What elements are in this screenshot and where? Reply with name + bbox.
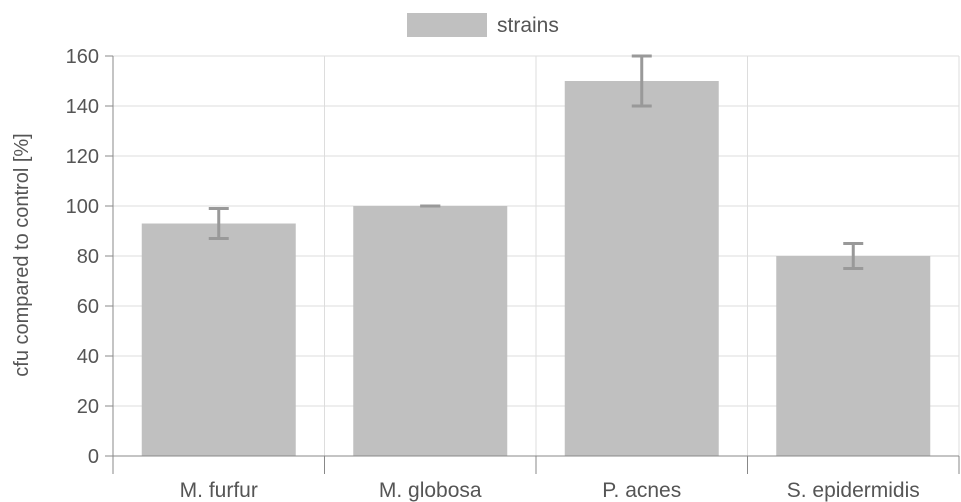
bar[interactable] [564, 81, 719, 456]
bars [141, 81, 931, 457]
y-tick-label: 40 [77, 346, 99, 368]
y-tick-label: 160 [66, 46, 99, 68]
error-bars [208, 54, 864, 270]
x-category-label: S. epidermidis [787, 479, 920, 502]
bar[interactable] [141, 223, 296, 457]
y-axis-title: cfu compared to control [%] [11, 133, 33, 376]
y-tick-label: 0 [88, 446, 99, 468]
y-tick-label: 80 [77, 246, 99, 268]
x-category-label: M. furfur [180, 479, 258, 502]
y-tick-label: 60 [77, 296, 99, 318]
bar[interactable] [353, 206, 508, 456]
y-tick-label: 20 [77, 396, 99, 418]
legend[interactable]: strains [407, 13, 559, 37]
axes: 0 20 40 60 80 100 120 140 160 M. furfur M. globosa… [66, 46, 960, 502]
x-category-label: P. acnes [602, 479, 681, 502]
y-tick-label: 100 [66, 196, 99, 218]
legend-swatch [407, 13, 487, 37]
legend-label: strains [497, 14, 559, 37]
bar[interactable] [776, 256, 931, 456]
y-tick-label: 140 [66, 96, 99, 118]
y-tick-label: 120 [66, 146, 99, 168]
x-category-label: M. globosa [379, 479, 482, 502]
